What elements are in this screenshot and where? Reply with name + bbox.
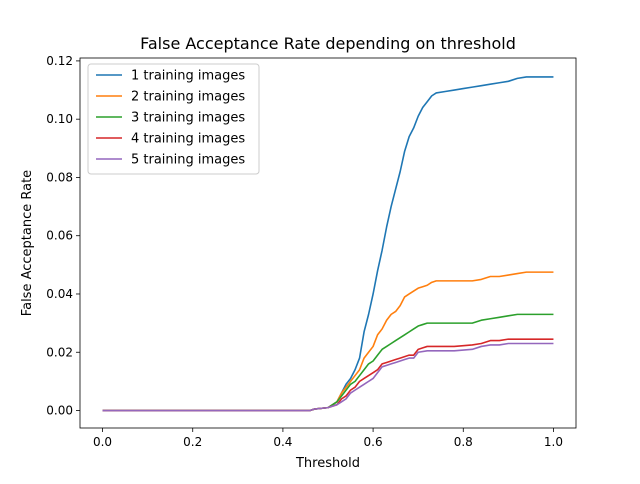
x-tick-label: 0.2 <box>183 435 202 449</box>
legend-label-3: 3 training images <box>131 111 245 126</box>
legend-label-5: 5 training images <box>131 153 245 168</box>
legend: 1 training images 2 training images 3 trai… <box>87 63 260 175</box>
series-line-4 <box>102 338 554 412</box>
x-tick-label: 0.4 <box>273 435 292 449</box>
legend-label-1: 1 training images <box>131 69 245 84</box>
series-line-2 <box>102 271 554 412</box>
y-tick-label: 0.06 <box>46 229 73 243</box>
axes-frame <box>79 57 577 429</box>
y-tick-label: 0.00 <box>46 404 73 418</box>
legend-label-4: 4 training images <box>131 132 245 147</box>
x-axis-label: Threshold <box>295 456 360 471</box>
y-tick-label: 0.08 <box>46 170 73 184</box>
y-tick-label: 0.02 <box>46 345 73 359</box>
y-axis: 0.00 0.02 0.04 0.06 0.08 0.10 0.12 <box>46 54 80 418</box>
legend-label-2: 2 training images <box>131 90 245 105</box>
x-axis: 0.0 0.2 0.4 0.6 0.8 1.0 <box>93 428 563 449</box>
series-line-5 <box>102 342 554 412</box>
x-tick-label: 0.8 <box>454 435 473 449</box>
series-lines <box>102 76 554 412</box>
y-tick-label: 0.04 <box>46 287 73 301</box>
x-tick-label: 1.0 <box>544 435 563 449</box>
chart-title: False Acceptance Rate depending on thres… <box>140 34 516 53</box>
y-axis-label: False Acceptance Rate <box>20 170 35 316</box>
legend-box <box>87 63 260 175</box>
series-line-1 <box>102 76 554 412</box>
x-tick-label: 0.6 <box>364 435 383 449</box>
y-tick-label: 0.12 <box>46 54 73 68</box>
y-tick-label: 0.10 <box>46 112 73 126</box>
x-tick-label: 0.0 <box>93 435 112 449</box>
series-line-3 <box>102 313 554 412</box>
